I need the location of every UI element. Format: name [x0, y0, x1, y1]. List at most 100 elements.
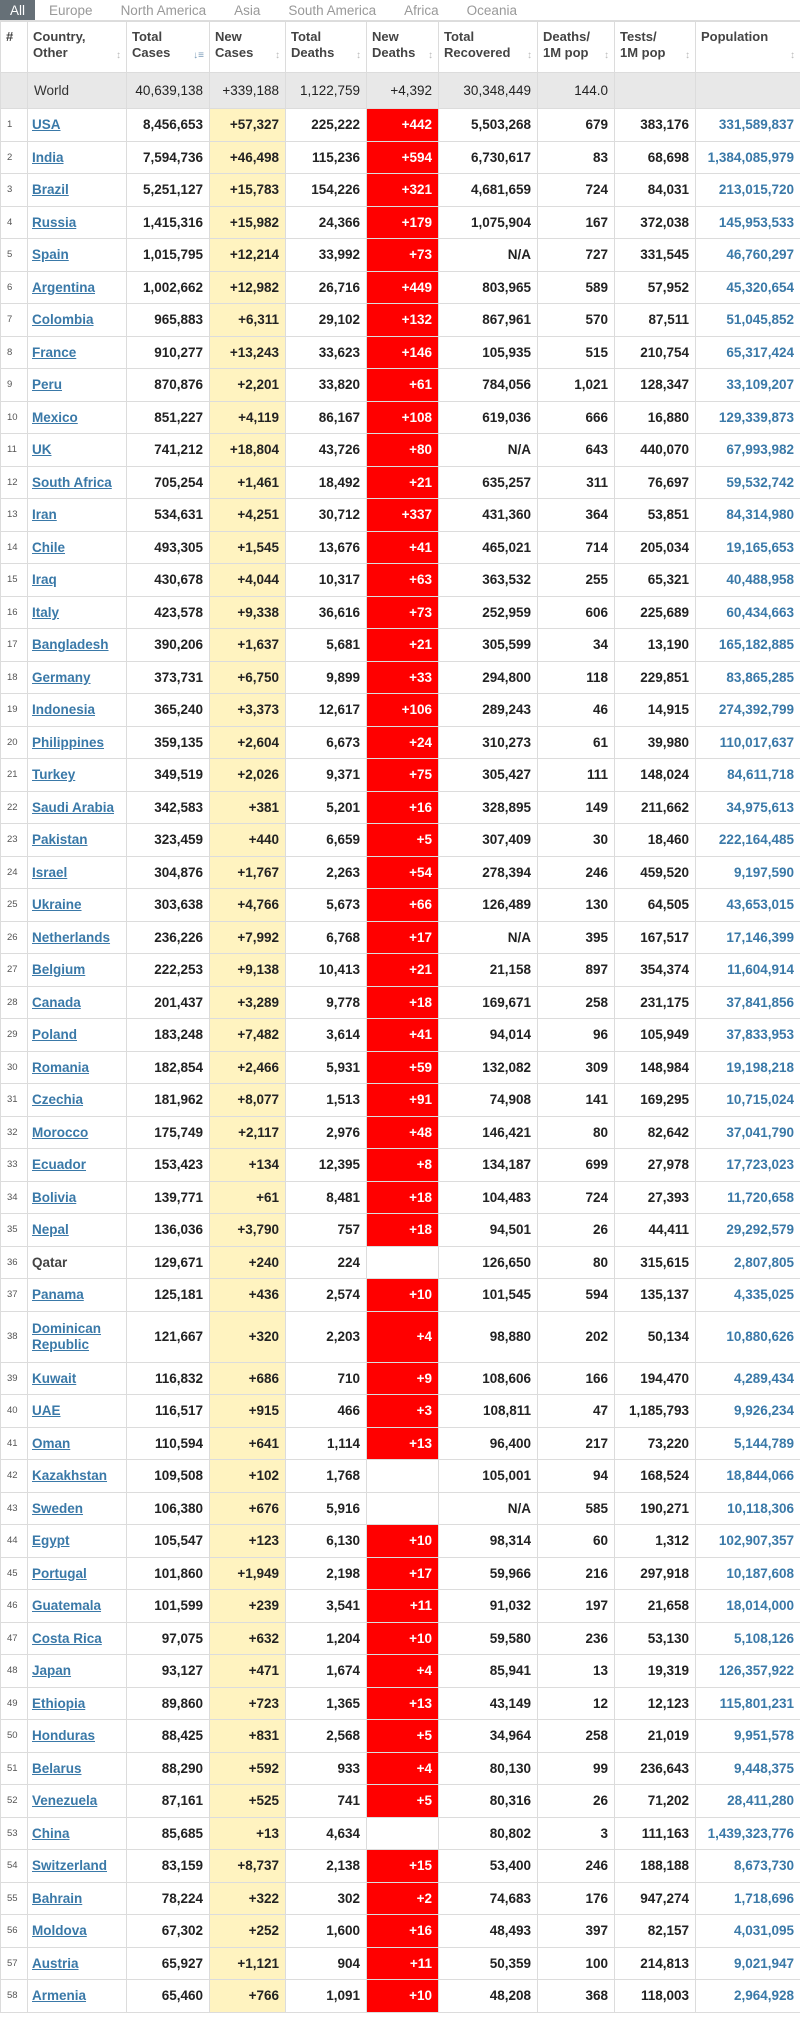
tab-oceania[interactable]: Oceania	[466, 2, 517, 18]
sort-icon[interactable]: ↕	[356, 50, 361, 61]
country-link[interactable]: France	[32, 344, 77, 360]
country-link[interactable]: Ukraine	[32, 897, 82, 913]
country-link[interactable]: Colombia	[32, 312, 94, 328]
sort-icon[interactable]: ↕	[604, 50, 609, 61]
sort-icon[interactable]: ↕	[527, 50, 532, 61]
country-link[interactable]: Saudi Arabia	[32, 799, 115, 815]
new-deaths-cell: +24	[366, 725, 439, 759]
country-link[interactable]: Armenia	[32, 1988, 87, 2004]
col-header-deaths-1m[interactable]: Deaths/1M pop ↕	[537, 21, 615, 73]
country-link[interactable]: Spain	[32, 247, 69, 263]
country-link[interactable]: Venezuela	[32, 1793, 98, 1809]
country-link[interactable]: Morocco	[32, 1124, 89, 1140]
total-deaths-cell: 1,204	[285, 1621, 367, 1655]
country-link[interactable]: Kazakhstan	[32, 1468, 108, 1484]
tab-north-america[interactable]: North America	[120, 2, 207, 18]
country-link[interactable]: Philippines	[32, 734, 105, 750]
col-header-tests-1m[interactable]: Tests/1M pop ↕	[614, 21, 696, 73]
country-link[interactable]: Israel	[32, 864, 68, 880]
country-link[interactable]: Honduras	[32, 1728, 96, 1744]
country-link[interactable]: Turkey	[32, 767, 76, 783]
sort-desc-icon[interactable]: ↓≡	[193, 50, 204, 61]
sort-icon[interactable]: ↕	[428, 50, 433, 61]
country-link[interactable]: Guatemala	[32, 1598, 102, 1614]
country-link[interactable]: Austria	[32, 1955, 79, 1971]
country-link[interactable]: Switzerland	[32, 1858, 108, 1874]
tab-south-america[interactable]: South America	[288, 2, 377, 18]
country-link[interactable]: Panama	[32, 1287, 84, 1303]
sort-icon[interactable]: ↕	[275, 50, 280, 61]
tab-all[interactable]: All	[0, 0, 36, 20]
sort-icon[interactable]: ↕	[685, 50, 690, 61]
deaths-per-million-cell: 364	[537, 498, 615, 532]
rank-cell: 38	[0, 1310, 28, 1363]
country-link[interactable]: Bangladesh	[32, 637, 109, 653]
deaths-per-million-cell: 26	[537, 1784, 615, 1818]
col-header-total-recovered[interactable]: Total Recovered ↕	[438, 21, 538, 73]
country-link[interactable]: Poland	[32, 1027, 78, 1043]
col-header-population[interactable]: Population ↕	[695, 21, 800, 73]
country-link[interactable]: Sweden	[32, 1500, 84, 1516]
country-link[interactable]: Bolivia	[32, 1189, 77, 1205]
col-header-total-deaths[interactable]: Total Deaths ↕	[285, 21, 367, 73]
sort-icon[interactable]: ↕	[116, 50, 121, 61]
country-link[interactable]: Bahrain	[32, 1890, 83, 1906]
col-header-total-cases[interactable]: Total Cases ↓≡	[126, 21, 210, 73]
tab-europe[interactable]: Europe	[49, 2, 93, 18]
rank-cell: 22	[0, 790, 28, 824]
country-link[interactable]: Portugal	[32, 1565, 87, 1581]
country-link[interactable]: Brazil	[32, 182, 69, 198]
country-cell: Philippines	[27, 725, 127, 759]
country-link[interactable]: UK	[32, 442, 52, 458]
country-link[interactable]: Mexico	[32, 409, 78, 425]
col-header-new-deaths[interactable]: New Deaths ↕	[366, 21, 439, 73]
country-link[interactable]: Nepal	[32, 1222, 69, 1238]
country-link[interactable]: Argentina	[32, 279, 96, 295]
total-recovered-cell: 134,187	[438, 1148, 538, 1182]
sort-icon[interactable]: ↕	[790, 50, 795, 61]
country-link[interactable]: Ecuador	[32, 1157, 87, 1173]
country-link[interactable]: Russia	[32, 214, 77, 230]
country-link[interactable]: Czechia	[32, 1092, 84, 1108]
country-link[interactable]: Romania	[32, 1059, 90, 1075]
country-link[interactable]: Chile	[32, 539, 66, 555]
country-link[interactable]: Kuwait	[32, 1370, 77, 1386]
col-header-new-cases[interactable]: New Cases ↕	[209, 21, 286, 73]
country-cell: Spain	[27, 238, 127, 272]
col-header-country[interactable]: Country, Other ↕	[27, 21, 127, 73]
col-header-rank[interactable]: #	[0, 21, 28, 73]
country-cell: Indonesia	[27, 693, 127, 727]
country-link[interactable]: Belarus	[32, 1760, 82, 1776]
country-link[interactable]: Italy	[32, 604, 60, 620]
country-link[interactable]: Costa Rica	[32, 1630, 102, 1646]
total-recovered-cell: 59,580	[438, 1621, 538, 1655]
country-link[interactable]: USA	[32, 117, 61, 133]
country-link[interactable]: Canada	[32, 994, 81, 1010]
country-link[interactable]: Japan	[32, 1663, 72, 1679]
country-link[interactable]: Oman	[32, 1435, 71, 1451]
country-link[interactable]: UAE	[32, 1403, 61, 1419]
country-link[interactable]: Netherlands	[32, 929, 111, 945]
country-link[interactable]: Belgium	[32, 962, 86, 978]
new-deaths-cell: +21	[366, 953, 439, 987]
country-link[interactable]: South Africa	[32, 474, 112, 490]
country-cell: Saudi Arabia	[27, 790, 127, 824]
tab-asia[interactable]: Asia	[234, 2, 261, 18]
country-link[interactable]: Dominican Republic	[32, 1320, 102, 1352]
country-link[interactable]: Ethiopia	[32, 1695, 86, 1711]
tests-per-million-cell: 194,470	[614, 1361, 696, 1395]
country-link[interactable]: Pakistan	[32, 832, 88, 848]
country-link[interactable]: India	[32, 149, 64, 165]
tab-africa[interactable]: Africa	[404, 2, 439, 18]
table-row: 50 Honduras 88,425 +831 2,568 +5 34,964 258 21,0…	[0, 1719, 800, 1753]
country-cell: Costa Rica	[27, 1621, 127, 1655]
rank-cell: 30	[0, 1050, 28, 1084]
country-link[interactable]: Peru	[32, 377, 63, 393]
country-link[interactable]: Iran	[32, 507, 57, 523]
country-link[interactable]: Moldova	[32, 1923, 87, 1939]
country-link[interactable]: Indonesia	[32, 702, 96, 718]
country-link[interactable]: Egypt	[32, 1533, 70, 1549]
country-link[interactable]: Iraq	[32, 572, 57, 588]
country-link[interactable]: China	[32, 1825, 70, 1841]
country-link[interactable]: Germany	[32, 669, 91, 685]
